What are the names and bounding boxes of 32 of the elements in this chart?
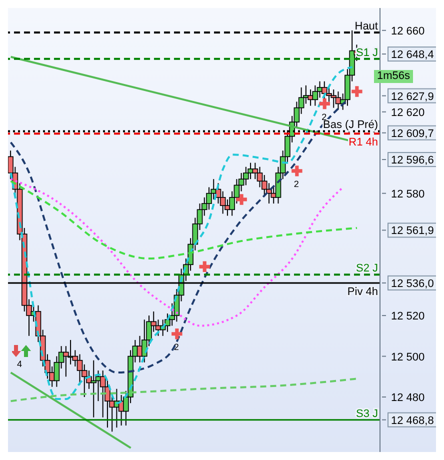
y-tick-label: 12 520 — [391, 310, 425, 323]
line-series — [10, 178, 344, 327]
ref-line-label: S3 J — [356, 408, 378, 420]
line-series — [10, 378, 358, 402]
y-tick-label: 12 627,9 — [391, 90, 434, 103]
ref-line-label: Piv 4h — [347, 286, 378, 298]
y-tick-label: 12 648,4 — [391, 49, 434, 62]
point — [172, 328, 182, 340]
y-tick-label: 12 660 — [391, 25, 425, 38]
y-tick-label: 12 536,0 — [391, 278, 434, 290]
point — [292, 166, 302, 176]
ref-line-label: Bas (J Pré) — [322, 119, 378, 132]
y-tick-label: 12 596,6 — [391, 154, 434, 167]
y-tick-label: 12 561,9 — [391, 225, 434, 238]
y-tick-label: 12 480 — [391, 392, 425, 404]
text: 1m56s — [374, 70, 414, 83]
point — [352, 86, 362, 97]
y-tick-label: 12 468,8 — [391, 414, 434, 427]
ref-line-label: Haut — [354, 20, 378, 32]
line-series — [10, 180, 358, 260]
point — [236, 194, 247, 205]
y-tick-label: 12 609,7 — [391, 128, 434, 140]
y-tick-label: 12 500 — [391, 351, 425, 364]
point — [199, 261, 210, 272]
point — [319, 98, 330, 110]
ref-line-label: S2 J — [356, 262, 378, 275]
annotation: 4 — [17, 358, 22, 371]
annotation: 2 — [174, 340, 179, 354]
y-tick-label: 12 620 — [391, 106, 425, 119]
y-tick-label: 12 580 — [391, 188, 425, 200]
ref-line-label: R1 4h — [348, 136, 378, 149]
annotation: 2 — [294, 178, 299, 191]
